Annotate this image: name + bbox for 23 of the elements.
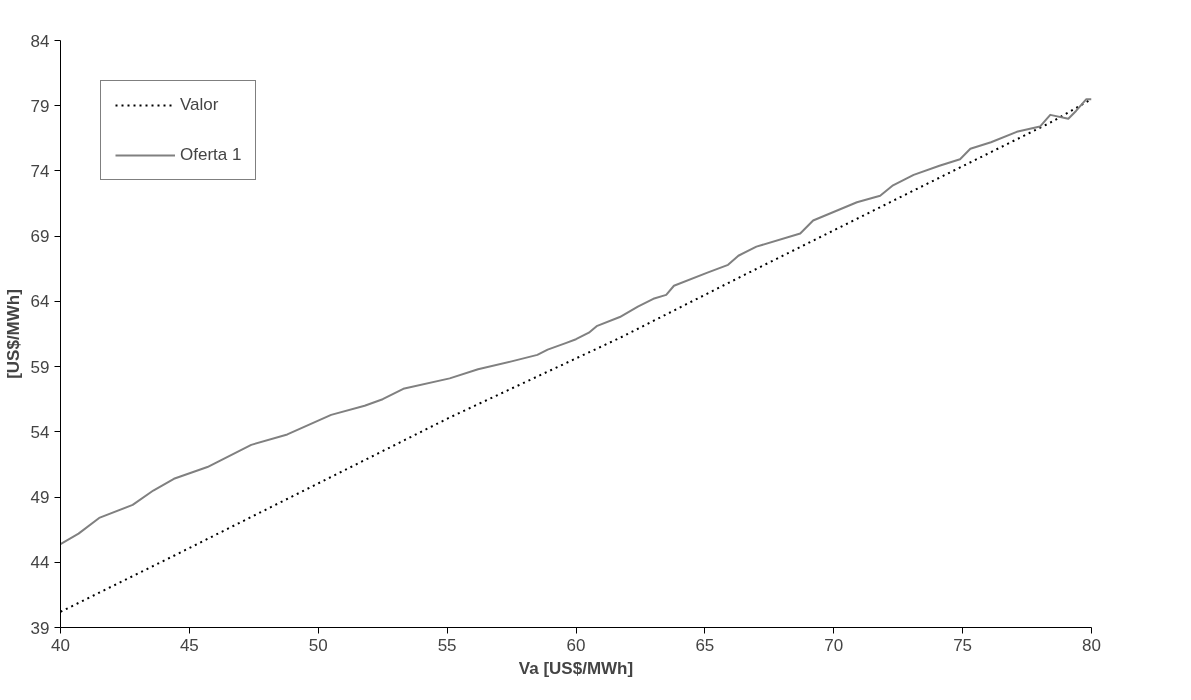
y-tick-label: 59 — [30, 357, 50, 377]
x-tick-label: 65 — [695, 635, 715, 655]
y-tick-label: 49 — [30, 488, 50, 508]
y-tick-label: 54 — [30, 422, 50, 442]
y-tick-label: 74 — [30, 161, 50, 181]
x-tick-label: 60 — [566, 635, 586, 655]
x-tick-label: 80 — [1082, 635, 1101, 655]
y-tick-label: 39 — [30, 618, 50, 638]
x-tick-label: 70 — [824, 635, 844, 655]
y-tick-label: 79 — [30, 96, 50, 116]
y-tick-label: 44 — [30, 553, 50, 573]
x-tick-label: 75 — [953, 635, 973, 655]
y-tick-label: 64 — [30, 292, 50, 312]
x-tick-label: 45 — [179, 635, 199, 655]
x-axis-title: Va [US$/MWh] — [518, 658, 634, 678]
x-tick-label: 55 — [437, 635, 457, 655]
y-tick-label: 69 — [30, 227, 50, 247]
legend-label: Valor — [180, 95, 219, 115]
x-tick-label: 40 — [51, 635, 70, 655]
y-axis-title: [US$/MWh] — [3, 289, 23, 379]
x-tick-label: 50 — [308, 635, 328, 655]
y-tick-label: 84 — [30, 31, 50, 51]
legend-label: Oferta 1 — [180, 145, 242, 165]
